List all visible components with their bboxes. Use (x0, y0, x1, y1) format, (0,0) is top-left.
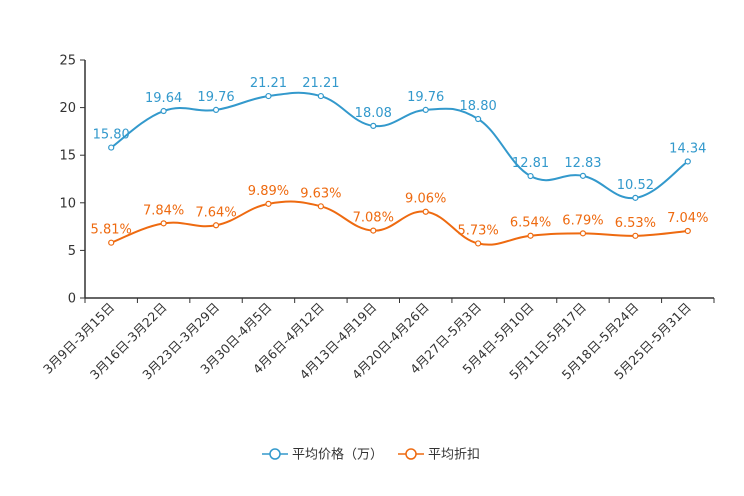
data-label: 19.64 (145, 91, 182, 106)
data-point (527, 172, 534, 180)
legend-marker-icon (269, 448, 281, 460)
data-point (684, 158, 691, 165)
series-layer: 15.80 19.64 19.76 21.21 21.21 18.08 19.76 18.80… (91, 76, 708, 247)
data-point (108, 144, 115, 151)
data-point (422, 106, 429, 113)
data-label: 12.83 (564, 156, 601, 171)
legend-label: 平均价格（万） (292, 447, 383, 463)
data-point (632, 194, 639, 201)
data-label: 9.89% (248, 184, 289, 199)
data-label: 14.34 (669, 141, 706, 156)
data-point (422, 208, 429, 215)
data-point (632, 232, 639, 239)
y-tick-label: 20 (59, 101, 76, 116)
data-point (160, 220, 167, 227)
legend-label: 平均折扣 (428, 448, 480, 463)
data-point (108, 239, 115, 246)
data-label: 6.54% (510, 216, 551, 231)
y-tick-label: 25 (59, 54, 76, 69)
data-label: 7.04% (667, 211, 708, 226)
legend-item-avg-price[interactable]: 平均价格（万） (262, 447, 383, 463)
series-avg-discount: 5.81% 7.84% 7.64% 9.89% 9.63% 7.08% 9.06% 5.73%… (91, 184, 708, 247)
data-point (265, 92, 272, 100)
data-point (265, 200, 272, 207)
data-label: 9.63% (300, 186, 341, 201)
legend-marker-icon (405, 448, 417, 460)
data-label: 7.64% (195, 205, 236, 220)
data-label: 6.53% (615, 216, 656, 231)
data-label: 18.08 (355, 106, 392, 121)
y-tick-label: 5 (68, 244, 76, 259)
data-point (579, 172, 587, 179)
data-point (212, 106, 220, 113)
y-tick-label: 0 (68, 292, 76, 307)
data-label: 5.73% (457, 223, 498, 238)
data-point (475, 240, 482, 247)
y-tick-label: 15 (59, 149, 76, 164)
data-point (317, 92, 324, 100)
data-point (684, 227, 691, 235)
data-point (527, 232, 534, 239)
data-label: 19.76 (407, 90, 444, 105)
legend-item-avg-discount[interactable]: 平均折扣 (398, 448, 480, 463)
series-line (110, 91, 689, 199)
data-label: 9.06% (405, 192, 446, 207)
data-label: 19.76 (197, 90, 234, 105)
data-point (370, 122, 377, 129)
legend[interactable]: 平均价格（万） 平均折扣 (262, 447, 480, 463)
data-point (579, 230, 587, 237)
data-label: 15.80 (93, 128, 130, 143)
data-label: 18.80 (460, 99, 497, 114)
data-label: 21.21 (250, 76, 287, 91)
data-label: 10.52 (617, 178, 654, 193)
data-point (475, 115, 482, 123)
data-label: 5.81% (91, 223, 132, 238)
series-avg-price: 15.80 19.64 19.76 21.21 21.21 18.08 19.76 18.80… (93, 76, 706, 201)
data-label: 21.21 (302, 76, 339, 91)
y-tick-label: 10 (59, 196, 76, 211)
data-label: 7.84% (143, 203, 184, 218)
data-point (212, 222, 220, 229)
data-point (160, 107, 167, 115)
data-point (370, 227, 377, 234)
data-label: 12.81 (512, 156, 549, 171)
data-label: 6.79% (562, 213, 603, 228)
data-point (317, 203, 324, 210)
data-label: 7.08% (353, 211, 394, 226)
